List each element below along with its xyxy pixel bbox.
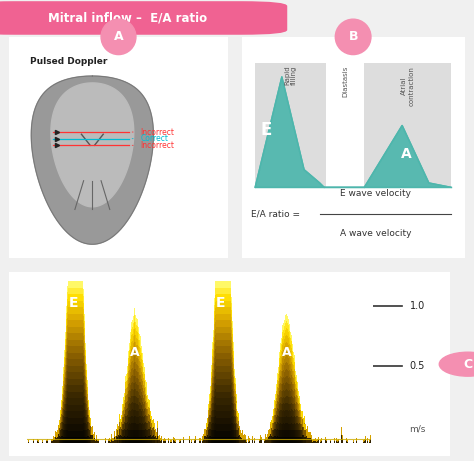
Text: Pulsed Doppler: Pulsed Doppler (30, 57, 107, 66)
Polygon shape (51, 83, 134, 207)
Circle shape (439, 352, 474, 376)
Circle shape (101, 19, 136, 54)
Text: Mitral inflow –  E/A ratio: Mitral inflow – E/A ratio (48, 12, 208, 24)
Bar (364, 64, 451, 187)
Text: Incorrect: Incorrect (140, 128, 174, 136)
FancyBboxPatch shape (3, 30, 234, 265)
Text: Diastasis: Diastasis (342, 65, 348, 97)
Text: E: E (261, 121, 272, 139)
Text: Rapid
filling: Rapid filling (284, 65, 297, 85)
Text: A: A (114, 30, 123, 43)
FancyBboxPatch shape (235, 30, 471, 265)
Text: E/A ratio =: E/A ratio = (251, 209, 300, 219)
Bar (255, 64, 327, 187)
Text: Correct: Correct (140, 134, 168, 143)
Polygon shape (31, 76, 154, 244)
Text: Incorrect: Incorrect (140, 141, 174, 150)
FancyBboxPatch shape (0, 268, 459, 460)
Text: B: B (348, 30, 358, 43)
FancyBboxPatch shape (0, 1, 287, 35)
Text: C: C (464, 358, 473, 371)
Bar (327, 64, 364, 187)
Text: E wave velocity: E wave velocity (340, 189, 411, 199)
Polygon shape (255, 77, 451, 187)
Text: A: A (401, 147, 412, 161)
Text: Atrial
contraction: Atrial contraction (401, 65, 414, 106)
Text: A wave velocity: A wave velocity (340, 229, 411, 238)
Circle shape (335, 19, 371, 54)
